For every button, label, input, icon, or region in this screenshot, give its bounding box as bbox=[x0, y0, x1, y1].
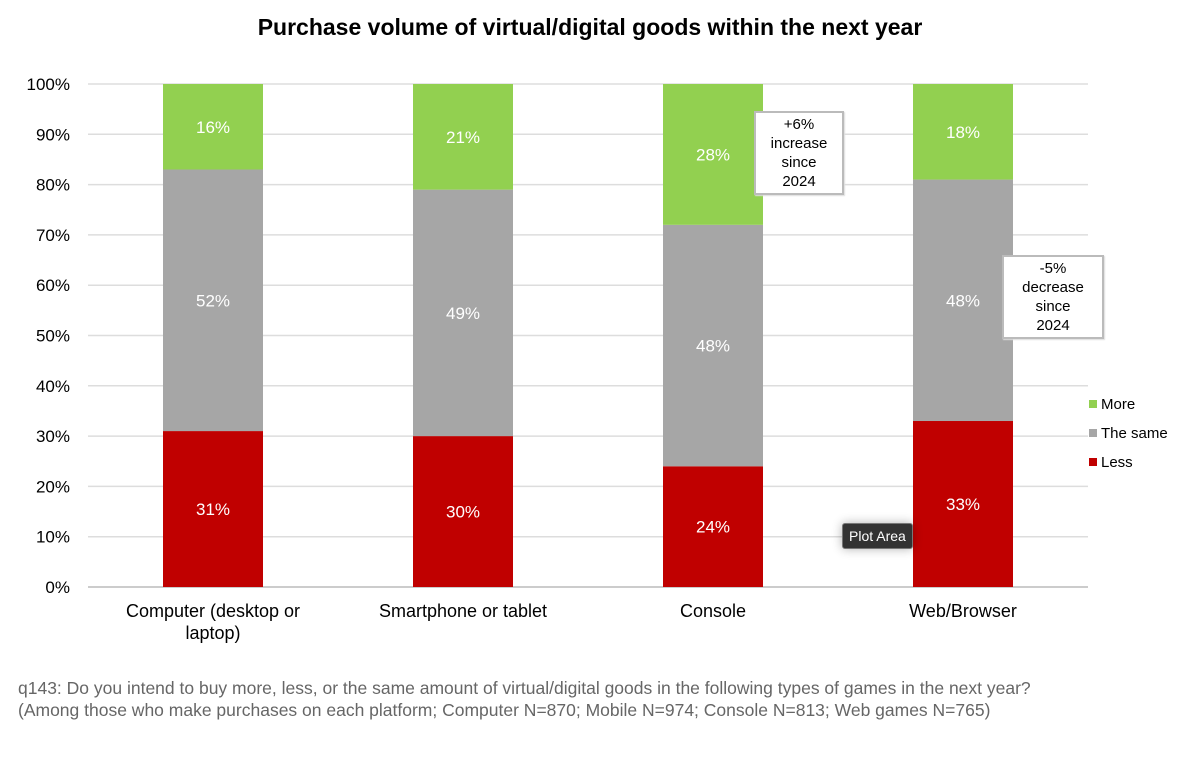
y-tick-label: 10% bbox=[36, 528, 70, 547]
legend-label: Less bbox=[1101, 454, 1133, 471]
annotation-line: -5% bbox=[1039, 260, 1067, 277]
annotation-line: 2024 bbox=[782, 173, 816, 190]
y-tick-label: 40% bbox=[36, 377, 70, 396]
data-label: 33% bbox=[946, 495, 980, 514]
data-label: 48% bbox=[696, 337, 730, 356]
data-label: 31% bbox=[196, 500, 230, 519]
bar-segment-the-same bbox=[663, 224, 763, 467]
footnote: q143: Do you intend to buy more, less, o… bbox=[18, 677, 1031, 721]
x-tick-label: Web/Browser bbox=[909, 601, 1017, 621]
data-label: 24% bbox=[696, 518, 730, 537]
bar-segment-less bbox=[913, 421, 1013, 587]
data-label: 30% bbox=[446, 503, 480, 522]
legend-swatch bbox=[1089, 458, 1097, 466]
bar-segment-less bbox=[663, 466, 763, 587]
y-tick-label: 80% bbox=[36, 176, 70, 195]
annotation-line: 2024 bbox=[1036, 317, 1070, 334]
plot-area-tooltip: Plot Area bbox=[842, 523, 913, 549]
bar-segment-the-same bbox=[163, 169, 263, 432]
data-label: 48% bbox=[946, 291, 980, 310]
legend-label: More bbox=[1101, 396, 1135, 413]
legend-swatch bbox=[1089, 400, 1097, 408]
y-tick-label: 30% bbox=[36, 427, 70, 446]
legend-swatch bbox=[1089, 429, 1097, 437]
y-tick-label: 20% bbox=[36, 477, 70, 496]
bar-segment-less bbox=[413, 436, 513, 587]
bar-segment-more bbox=[663, 84, 763, 225]
annotation-console: +6% increase since 2024 bbox=[754, 111, 844, 195]
data-label: 18% bbox=[946, 123, 980, 142]
annotation-line: +6% bbox=[783, 116, 815, 133]
annotation-line: since bbox=[1035, 298, 1071, 315]
annotation-web: -5% decrease since 2024 bbox=[1002, 255, 1104, 339]
y-tick-label: 0% bbox=[45, 578, 70, 597]
chart-title: Purchase volume of virtual/digital goods… bbox=[257, 14, 923, 40]
bar-segment-more bbox=[913, 84, 1013, 180]
footnote-line: q143: Do you intend to buy more, less, o… bbox=[18, 678, 1031, 698]
y-tick-label: 90% bbox=[36, 125, 70, 144]
x-tick-label: laptop) bbox=[185, 623, 240, 643]
bar-segment-more bbox=[413, 84, 513, 190]
footnote-line: (Among those who make purchases on each … bbox=[18, 700, 991, 720]
y-tick-label: 100% bbox=[27, 75, 70, 94]
y-tick-label: 60% bbox=[36, 276, 70, 295]
data-label: 16% bbox=[196, 118, 230, 137]
data-label: 28% bbox=[696, 145, 730, 164]
y-tick-label: 70% bbox=[36, 226, 70, 245]
bar-segment-the-same bbox=[413, 189, 513, 437]
x-tick-label: Console bbox=[680, 601, 746, 621]
data-label: 49% bbox=[446, 304, 480, 323]
legend-label: The same bbox=[1101, 425, 1168, 442]
data-label: 21% bbox=[446, 128, 480, 147]
bar-segment-more bbox=[163, 84, 263, 170]
bar-segment-less bbox=[163, 431, 263, 587]
x-tick-label: Smartphone or tablet bbox=[379, 601, 547, 621]
bar-segment-the-same bbox=[913, 179, 1013, 422]
data-label: 52% bbox=[196, 291, 230, 310]
annotation-line: since bbox=[781, 154, 817, 171]
annotation-line: increase bbox=[770, 135, 828, 152]
y-tick-label: 50% bbox=[36, 327, 70, 346]
x-tick-label: Computer (desktop or bbox=[126, 601, 300, 621]
annotation-line: decrease bbox=[1022, 279, 1084, 296]
